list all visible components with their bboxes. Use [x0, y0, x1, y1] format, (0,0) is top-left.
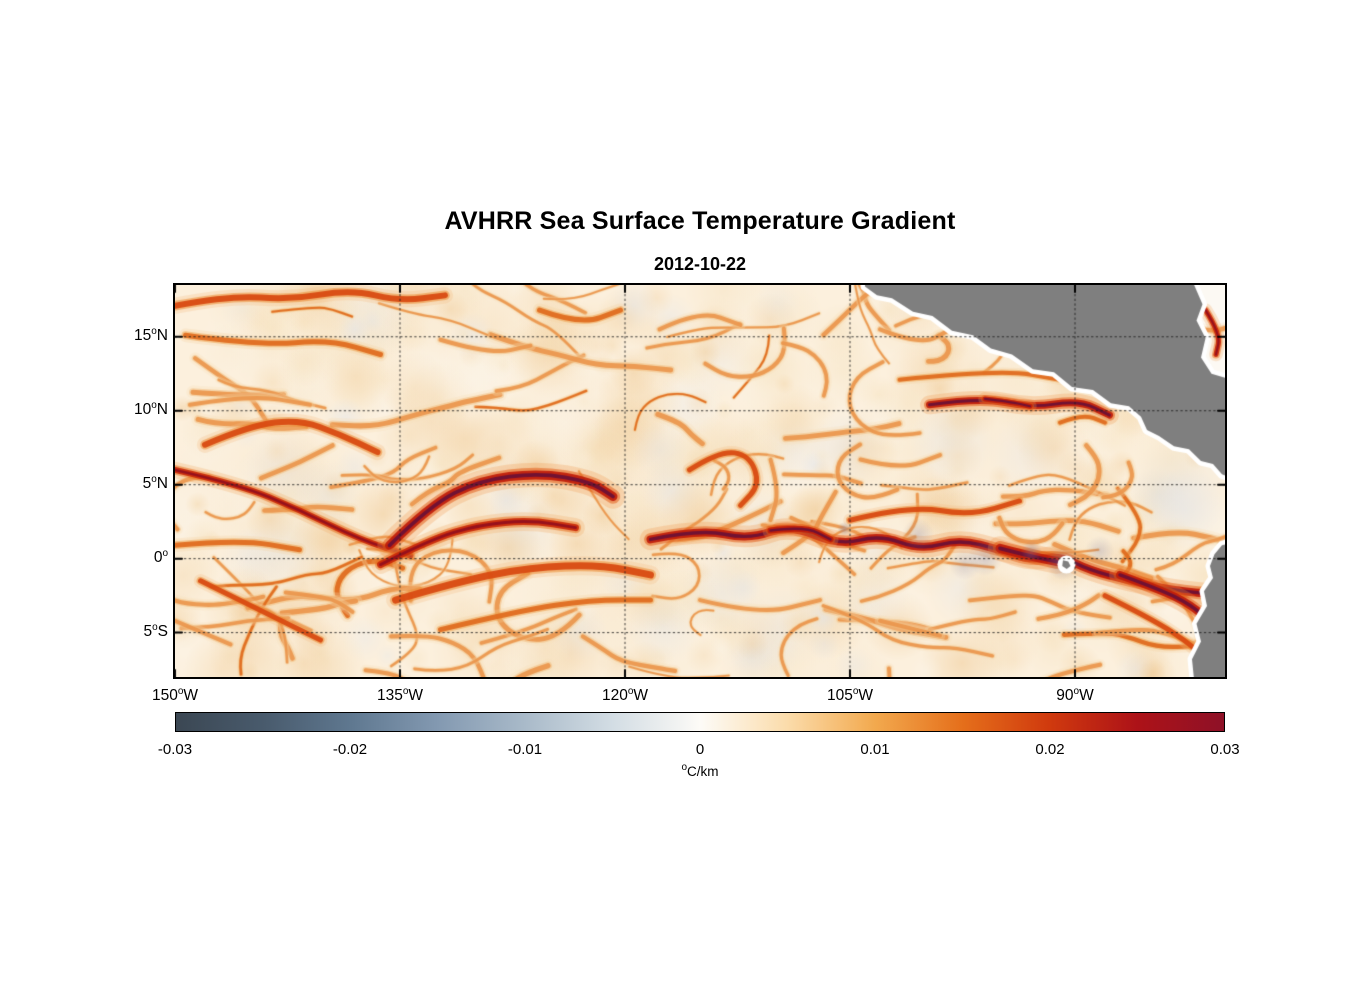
colorbar-tick-label: -0.01	[507, 741, 543, 758]
colorbar-tick-label: 0.03	[1210, 741, 1240, 758]
colorbar-tick-label: -0.03	[157, 741, 193, 758]
colorbar-tick-label: 0.01	[860, 741, 890, 758]
x-axis-tick-label: 150oW	[151, 686, 199, 705]
colorbar-tick-label: 0.02	[1035, 741, 1065, 758]
y-axis-tick-label: 5oN	[142, 473, 168, 492]
y-axis-tick-label: 10oN	[133, 399, 168, 418]
colorbar	[175, 712, 1225, 732]
units-text: C/km	[687, 764, 719, 779]
degree-symbol: o	[681, 762, 688, 773]
colorbar-units-label: oC/km	[175, 762, 1225, 780]
chart-title: AVHRR Sea Surface Temperature Gradient	[444, 207, 956, 235]
colorbar-tick-label: 0	[695, 741, 705, 758]
x-axis-tick-label: 120oW	[601, 686, 649, 705]
colorbar-tick-label: -0.02	[332, 741, 368, 758]
y-axis-tick-label: 15oN	[133, 325, 168, 344]
y-axis-tick-label: 5oS	[143, 621, 168, 640]
x-axis-tick-label: 135oW	[376, 686, 424, 705]
sst-gradient-heatmap	[175, 285, 1225, 677]
x-axis-tick-label: 105oW	[826, 686, 874, 705]
y-axis-tick-label: 0o	[153, 547, 168, 566]
x-axis-tick-label: 90oW	[1056, 686, 1094, 705]
chart-subtitle: 2012-10-22	[653, 254, 747, 274]
map-plot-area	[173, 283, 1227, 679]
